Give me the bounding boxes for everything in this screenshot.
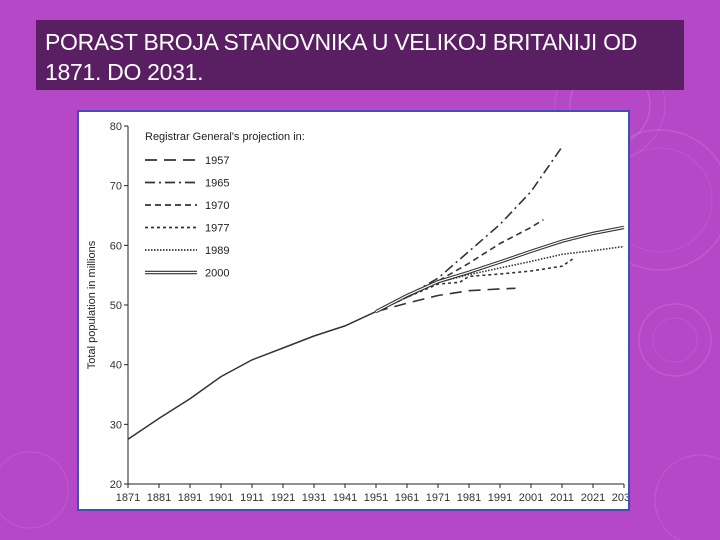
x-tick-label: 1971 <box>426 492 450 504</box>
chart-frame: 20 30 40 50 60 70 80 1871 1881 1891 1901 1911 1921 19… <box>77 110 630 511</box>
y-axis-label: Total population in millions <box>86 240 98 369</box>
x-tick-label: 2021 <box>581 492 605 504</box>
legend-label-1965: 1965 <box>205 178 229 190</box>
chart-axes: 20 30 40 50 60 70 80 1871 1881 1891 1901 1911 1921 19… <box>110 121 628 504</box>
legend-label-1989: 1989 <box>205 245 229 257</box>
y-tick-label: 60 <box>110 240 122 252</box>
x-tick-label: 1881 <box>147 492 171 504</box>
x-tick-label: 1911 <box>240 492 264 504</box>
y-tick-label: 70 <box>110 181 122 193</box>
population-chart: 20 30 40 50 60 70 80 1871 1881 1891 1901 1911 1921 19… <box>86 121 628 504</box>
chart-legend: Registrar General's projection in: 1957 19… <box>145 131 305 280</box>
y-tick-label: 40 <box>110 360 122 372</box>
x-tick-label: 1921 <box>271 492 295 504</box>
y-tick-label: 80 <box>110 121 122 133</box>
x-tick-label: 1871 <box>116 492 140 504</box>
series-line-2000 <box>375 225 625 314</box>
chart-lines <box>127 146 625 440</box>
x-tick-label: 2011 <box>550 492 574 504</box>
series-line-2000-inner <box>375 226 625 313</box>
legend-label-1957: 1957 <box>205 155 229 167</box>
legend-label-2000: 2000 <box>205 268 229 280</box>
x-tick-label: 1901 <box>209 492 233 504</box>
x-tick-label: 1961 <box>395 492 419 504</box>
x-tick-label: 1981 <box>457 492 481 504</box>
series-line-1965 <box>375 146 563 313</box>
legend-label-1977: 1977 <box>205 223 229 235</box>
legend-label-1970: 1970 <box>205 200 229 212</box>
x-tick-label: 2031 <box>612 492 628 504</box>
x-tick-label: 1941 <box>333 492 357 504</box>
x-tick-label: 1931 <box>302 492 326 504</box>
x-tick-label: 2001 <box>519 492 543 504</box>
y-tick-label: 50 <box>110 300 122 312</box>
series-line-1957 <box>375 287 516 313</box>
legend-title: Registrar General's projection in: <box>145 131 305 143</box>
x-tick-label: 1991 <box>488 492 512 504</box>
title-bar: PORAST BROJA STANOVNIKA U VELIKOJ BRITAN… <box>36 20 684 90</box>
y-tick-label: 30 <box>110 419 122 431</box>
y-tick-label: 20 <box>110 479 122 491</box>
slide-title: PORAST BROJA STANOVNIKA U VELIKOJ BRITAN… <box>45 29 638 85</box>
x-tick-label: 1891 <box>178 492 202 504</box>
series-line-actual <box>127 310 377 440</box>
x-tick-label: 1951 <box>364 492 388 504</box>
